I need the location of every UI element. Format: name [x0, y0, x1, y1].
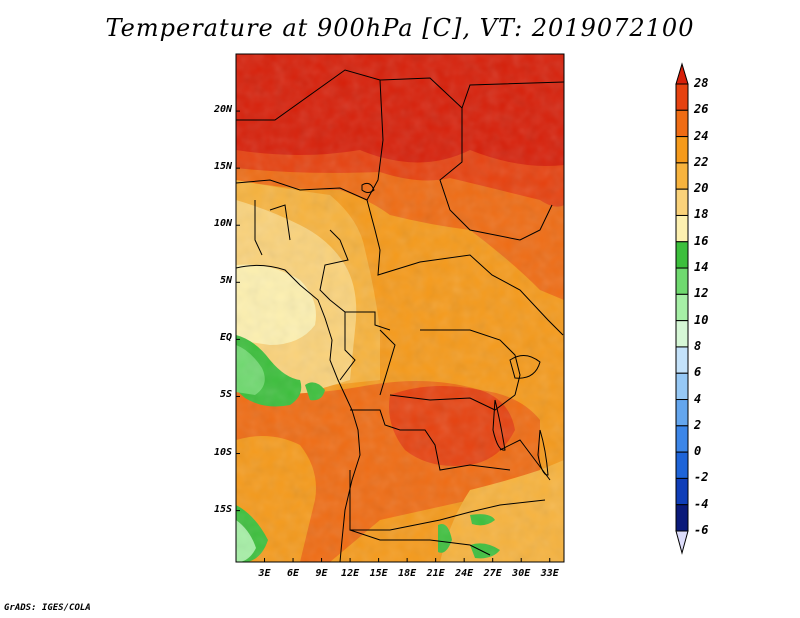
lake-chad [361, 182, 375, 193]
lon-label: 33E [540, 568, 559, 579]
colorbar-box [675, 136, 689, 164]
colorbar-box [675, 451, 689, 479]
chart-title: Temperature at 900hPa [C], VT: 201907210… [105, 14, 695, 42]
lat-label: 5S [219, 389, 232, 401]
lon-label: 15E [369, 568, 388, 579]
colorbar-label: 14 [694, 260, 709, 275]
lat-ticks [236, 110, 240, 512]
colorbar-label: 28 [694, 76, 709, 90]
colorbar-label: 4 [694, 391, 702, 406]
colorbar-bottom-arrow [675, 530, 689, 555]
field-texture [236, 54, 564, 562]
colorbar-label: 18 [694, 207, 709, 222]
colorbar-box [675, 214, 689, 243]
lon-label: 12E [341, 568, 360, 579]
colorbar-box [675, 293, 689, 322]
lon-label: 6E [287, 568, 300, 579]
colorbar-label: 22 [694, 154, 709, 169]
colorbar-label: 12 [694, 286, 709, 301]
colorbar-label: -4 [694, 496, 709, 511]
colorbar [675, 62, 689, 555]
lon-label: 21E [426, 568, 445, 579]
lat-label: 15S [213, 503, 232, 515]
coastline [236, 264, 361, 562]
temperature-field [236, 54, 564, 562]
lat-label: EQ [219, 332, 232, 344]
colorbar-box [675, 477, 689, 506]
colorbar-label: 8 [694, 338, 702, 353]
colorbar-box [675, 399, 689, 427]
lat-label: 10N [213, 218, 232, 230]
lake-malawi [537, 429, 549, 476]
lon-label: 18E [398, 568, 417, 579]
colorbar-label: 20 [694, 181, 709, 196]
colorbar-label: 10 [694, 312, 709, 327]
colorbar-box [675, 83, 689, 111]
lake-victoria [509, 355, 541, 379]
colorbar-box [675, 346, 689, 374]
colorbar-top-arrow [675, 62, 689, 85]
colorbar-label: 16 [694, 233, 709, 248]
lon-label: 9E [315, 568, 328, 579]
footer-credit: GrADS: IGES/COLA [4, 603, 91, 613]
lat-label: 15N [213, 161, 232, 173]
colorbar-label: 0 [694, 444, 702, 459]
colorbar-label: 6 [694, 365, 702, 380]
colorbar-label: -6 [694, 523, 709, 537]
colorbar-box [675, 188, 689, 216]
lon-ticks [264, 558, 551, 562]
lat-label: 5N [219, 275, 232, 287]
lon-label: 3E [258, 568, 271, 579]
colorbar-label: 2 [694, 417, 702, 432]
plot-frame [235, 53, 565, 563]
colorbar-box [675, 241, 689, 269]
lon-label: 30E [512, 568, 531, 579]
colorbar-box [675, 372, 689, 401]
colorbar-box [675, 109, 689, 138]
colorbar-label: 26 [694, 102, 709, 117]
colorbar-box [675, 320, 689, 348]
colorbar-box [675, 267, 689, 295]
colorbar-label: 24 [694, 128, 709, 143]
lat-label: 20N [213, 104, 232, 116]
lon-label: 24E [455, 568, 474, 579]
border-lines [236, 69, 564, 556]
lon-label: 27E [483, 568, 502, 579]
country-borders [236, 69, 564, 562]
lat-label: 10S [213, 446, 232, 458]
lake-tanganyika [492, 399, 506, 451]
colorbar-box [675, 425, 689, 453]
colorbar-box [675, 162, 689, 190]
colorbar-label: -2 [694, 470, 709, 485]
colorbar-box [675, 504, 689, 532]
